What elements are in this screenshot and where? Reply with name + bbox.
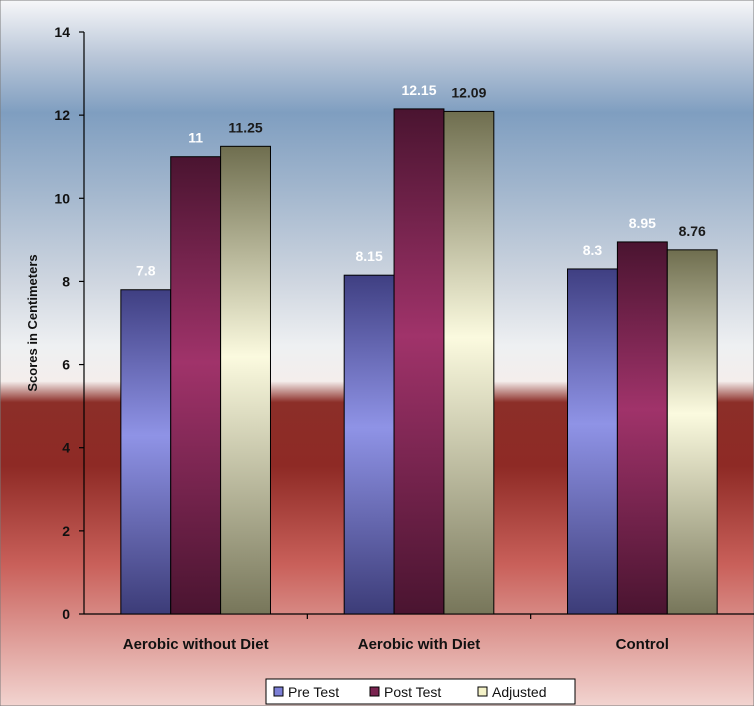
y-tick-label: 14 — [54, 24, 70, 40]
x-tick-label: Aerobic with Diet — [358, 636, 481, 653]
bar — [170, 156, 222, 615]
legend-swatch — [273, 686, 284, 697]
y-tick-label: 4 — [62, 440, 70, 456]
data-label: 8.95 — [629, 215, 656, 231]
legend-swatch — [369, 686, 380, 697]
y-tick-label: 2 — [62, 523, 70, 539]
data-label: 12.15 — [401, 82, 436, 98]
data-label: 8.76 — [679, 223, 706, 239]
y-tick-label: 10 — [54, 190, 70, 206]
bar — [443, 110, 495, 615]
y-tick-label: 6 — [62, 357, 70, 373]
bar — [343, 274, 395, 615]
y-tick-label: 8 — [62, 273, 70, 289]
data-label: 8.3 — [583, 242, 603, 258]
y-tick-label: 12 — [54, 107, 70, 123]
legend-box — [265, 678, 576, 705]
data-label: 11 — [188, 130, 203, 146]
data-label: 7.8 — [136, 263, 156, 279]
bar — [666, 249, 718, 615]
x-tick-label: Aerobic without Diet — [123, 636, 269, 653]
bar — [616, 241, 668, 615]
x-tick-label: Control — [616, 636, 669, 653]
bar — [120, 289, 172, 615]
bar — [393, 108, 445, 615]
data-label: 12.09 — [451, 84, 486, 100]
data-label: 8.15 — [355, 248, 382, 264]
y-tick-label: 0 — [62, 606, 70, 622]
y-axis-title: Scores in Centimeters — [25, 254, 40, 391]
data-label: 11.25 — [228, 119, 262, 135]
bar — [567, 268, 618, 615]
legend-label: Pre Test — [288, 684, 339, 700]
legend-swatch — [477, 686, 488, 697]
legend-label: Post Test — [384, 684, 441, 700]
bar — [220, 145, 271, 615]
legend-label: Adjusted — [492, 684, 546, 700]
